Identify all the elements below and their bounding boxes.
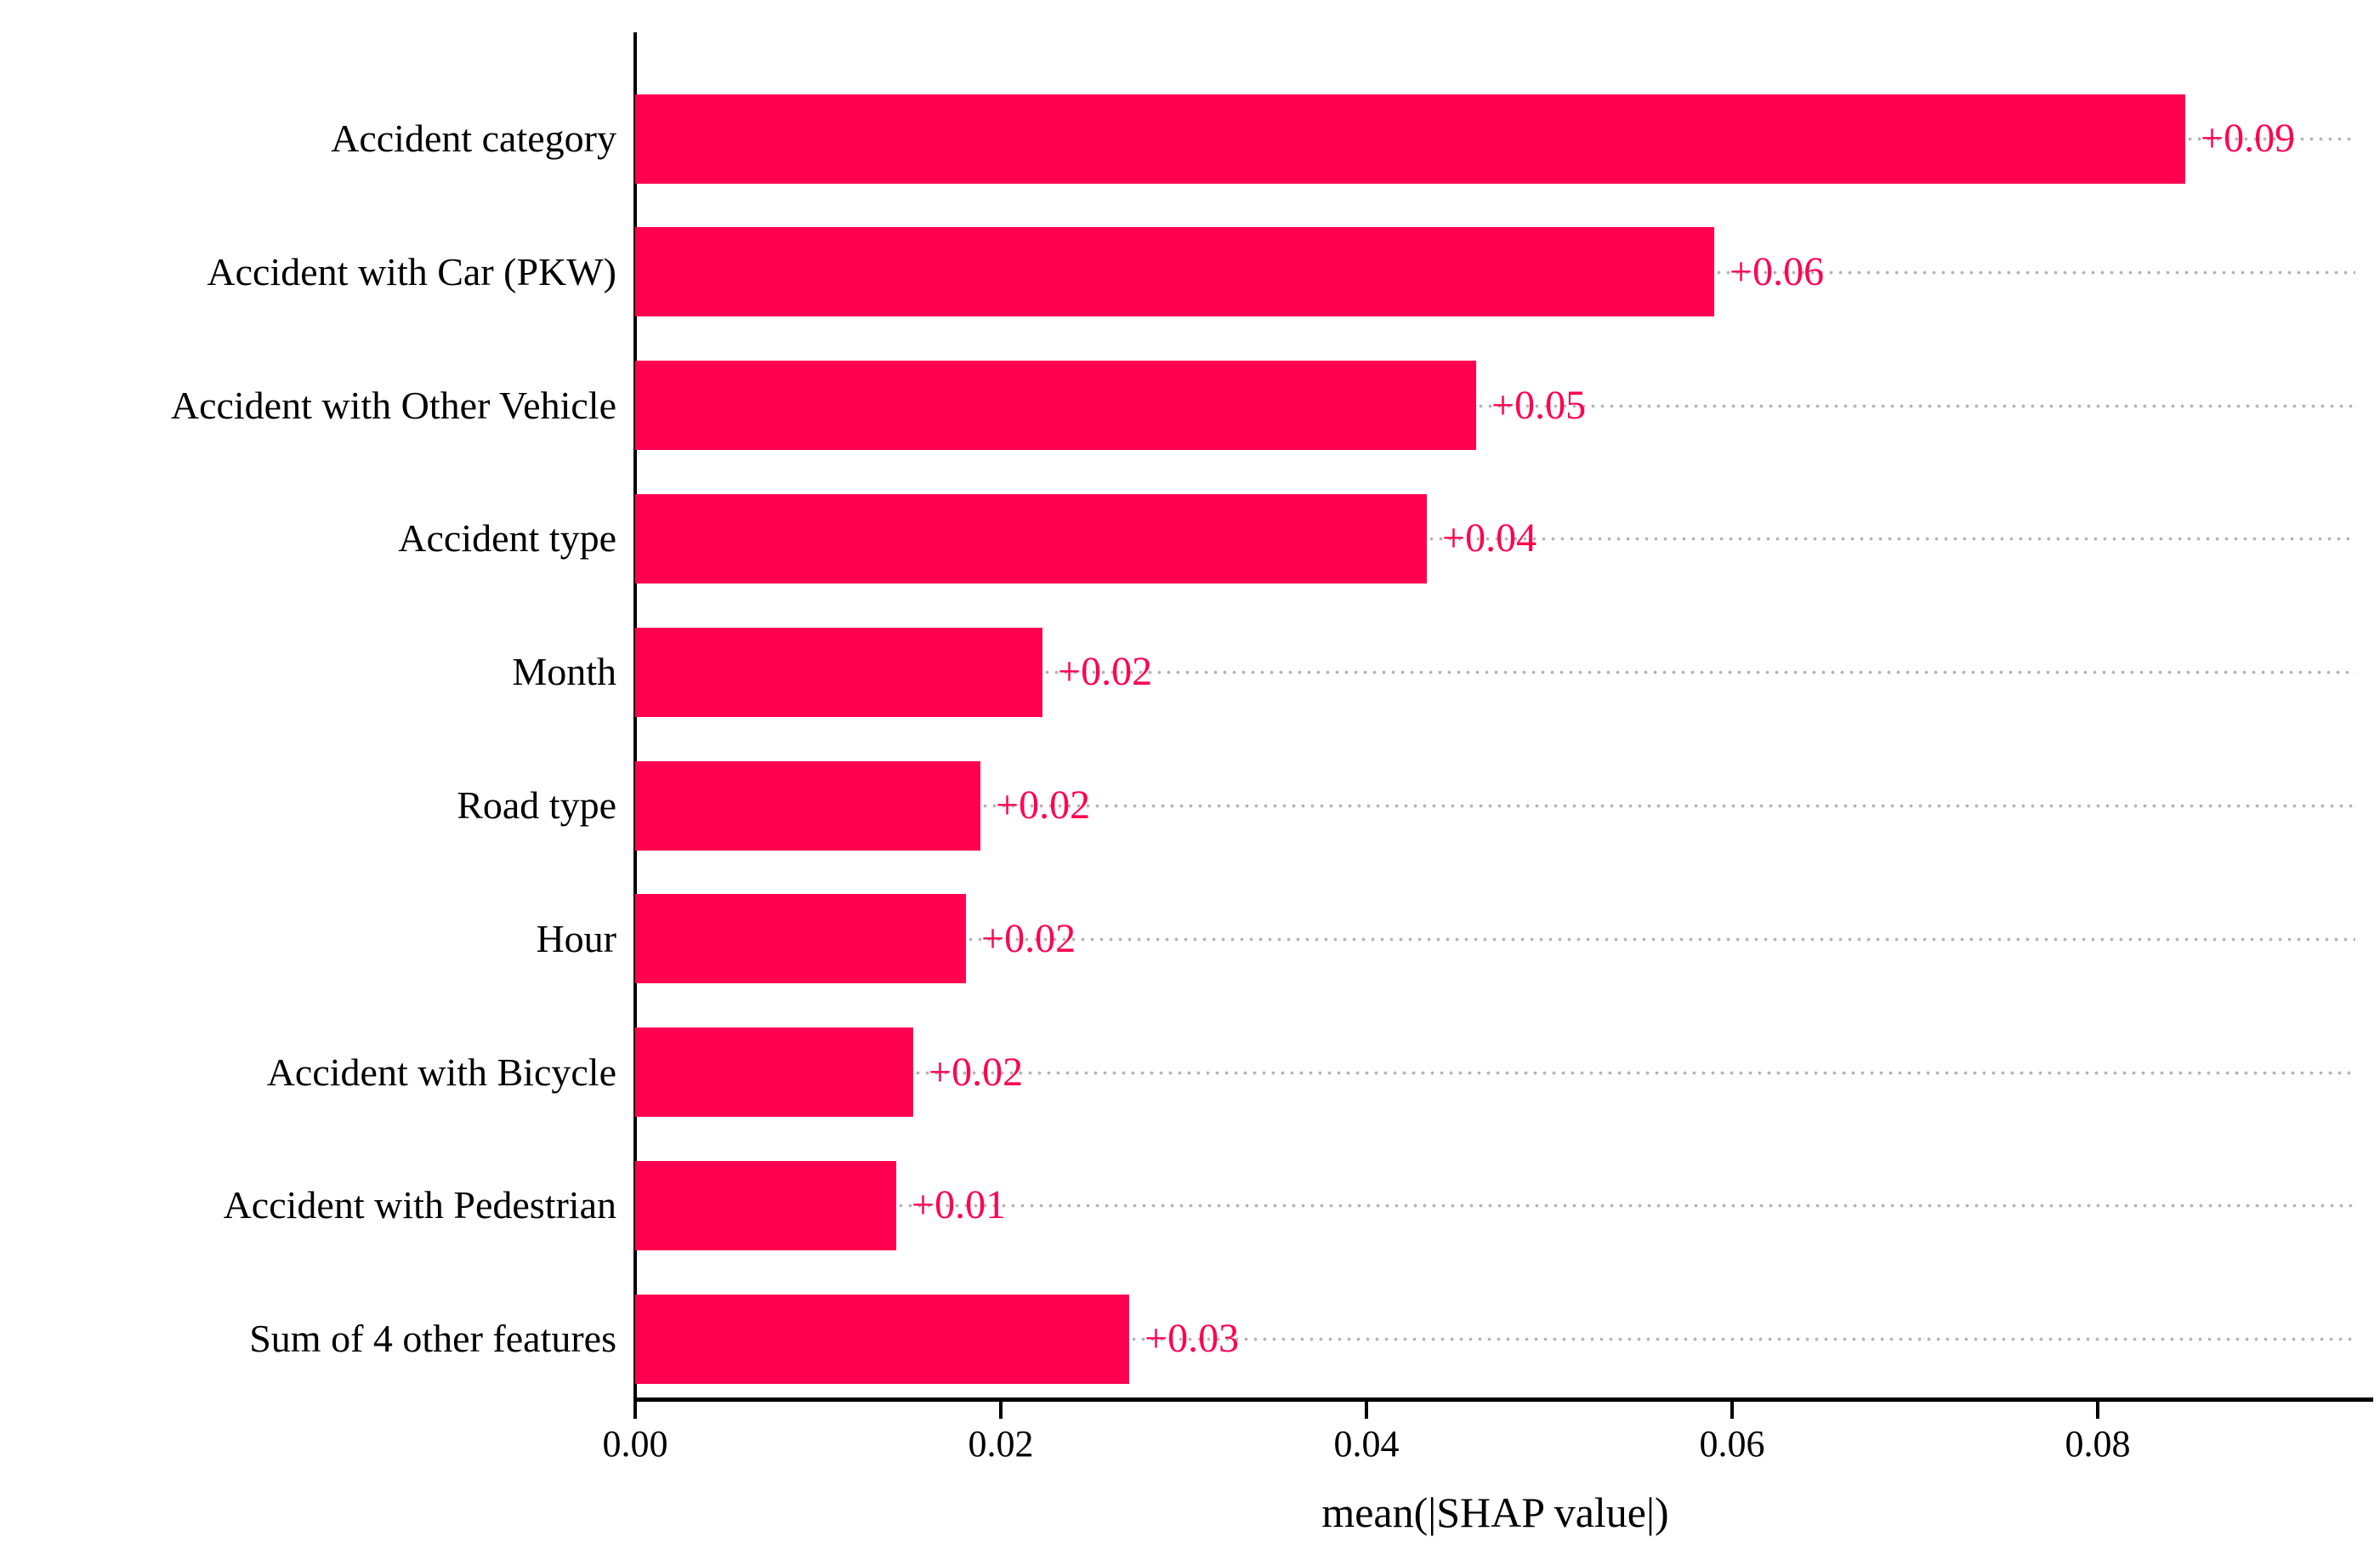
- bar: [635, 1160, 896, 1250]
- row-guide-dots: [966, 936, 2355, 942]
- category-label: Accident with Bicycle: [266, 1050, 616, 1094]
- row-guide-dots: [980, 804, 2355, 808]
- x-tick-label: 0.04: [1333, 1423, 1400, 1465]
- row-guide-dots: [1427, 537, 2355, 542]
- x-tick-label: 0.00: [602, 1423, 668, 1465]
- category-label: Hour: [536, 916, 616, 960]
- x-axis: [633, 1397, 2373, 1402]
- bar-value-label: +0.02: [929, 1049, 1024, 1095]
- bar: [635, 493, 1427, 583]
- bar: [635, 361, 1476, 451]
- row-guide-dots: [1042, 670, 2355, 675]
- bar-value-label: +0.05: [1491, 382, 1587, 428]
- row-guide-dots: [896, 1204, 2355, 1209]
- row-guide-dots: [1714, 270, 2355, 275]
- category-label: Accident with Other Vehicle: [170, 383, 616, 427]
- bar-value-label: +0.02: [996, 783, 1091, 828]
- bar-value-label: +0.04: [1442, 515, 1537, 561]
- x-tick-mark: [2096, 1402, 2099, 1419]
- row-guide-dots: [1476, 403, 2355, 408]
- category-label: Sum of 4 other features: [249, 1317, 616, 1361]
- category-label: Month: [512, 650, 616, 694]
- row-guide-dots: [913, 1070, 2355, 1075]
- y-axis: [633, 32, 637, 1402]
- x-tick-label: 0.02: [968, 1423, 1034, 1465]
- row-guide-dots: [2185, 137, 2355, 141]
- x-axis-title: mean(|SHAP value|): [1321, 1489, 1669, 1536]
- category-label: Road type: [457, 783, 616, 827]
- bar-value-label: +0.02: [981, 915, 1076, 961]
- bar-value-label: +0.06: [1730, 248, 1825, 294]
- category-label: Accident type: [398, 516, 616, 561]
- bar: [635, 1027, 913, 1118]
- category-label: Accident with Pedestrian: [223, 1183, 616, 1227]
- x-tick-mark: [1730, 1402, 1734, 1419]
- bar: [635, 1294, 1129, 1384]
- row-guide-dots: [1129, 1337, 2355, 1342]
- bar-value-label: +0.01: [912, 1182, 1007, 1228]
- x-tick-mark: [1365, 1402, 1368, 1419]
- x-tick-mark: [633, 1402, 637, 1419]
- bar: [635, 94, 2185, 184]
- bar-value-label: +0.09: [2201, 116, 2296, 161]
- bar: [635, 627, 1042, 717]
- bar: [635, 227, 1714, 317]
- category-label: Accident category: [331, 117, 616, 160]
- category-label: Accident with Car (PKW): [207, 249, 616, 293]
- bar-value-label: +0.03: [1145, 1316, 1240, 1362]
- bar: [635, 760, 980, 851]
- x-tick-mark: [999, 1402, 1003, 1419]
- bar: [635, 894, 966, 984]
- x-tick-label: 0.08: [2065, 1423, 2131, 1465]
- x-tick-label: 0.06: [1699, 1423, 1765, 1465]
- bar-value-label: +0.02: [1058, 649, 1153, 695]
